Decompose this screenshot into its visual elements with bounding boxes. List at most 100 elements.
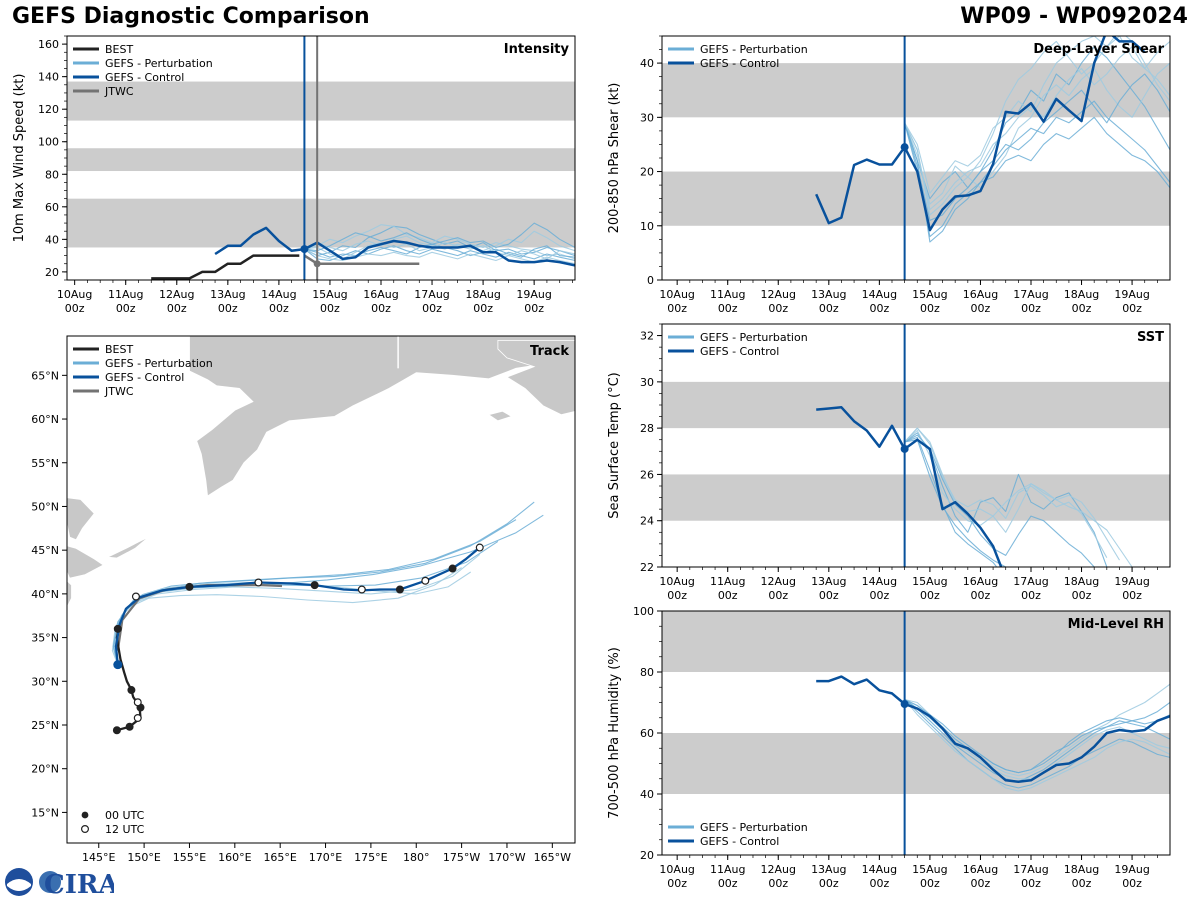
track-lon-label: 175°W xyxy=(443,851,480,864)
panel-track: 15°N 20°N 25°N 30°N 35°N 40°N 45°N 50°N 55°N 60°N… xyxy=(31,335,576,864)
sst-shaded-band xyxy=(662,474,1170,521)
rh-y-tick-label: 20 xyxy=(640,849,654,862)
sst-legend-label-perturbation: GEFS - Perturbation xyxy=(700,331,808,344)
intensity-plot-area xyxy=(67,81,575,280)
rh-panel-title: Mid-Level RH xyxy=(1068,617,1164,632)
rh-x-tick-date: 13Aug xyxy=(811,863,846,876)
intensity-y-tick-label: 140 xyxy=(38,71,59,84)
sst-x-tick-hour: 00z xyxy=(667,589,687,602)
track-map-area xyxy=(67,336,575,735)
sst-perturbation-line xyxy=(904,427,1120,561)
track-lat-label: 65°N xyxy=(31,369,59,382)
rh-x-tick-hour: 00z xyxy=(971,877,991,890)
track-lon-label: 150°E xyxy=(127,851,160,864)
track-perturbation-line xyxy=(114,501,535,665)
intensity-x-tick-date: 15Aug xyxy=(312,288,347,301)
storm-id-title: WP09 - WP092024 xyxy=(960,4,1188,29)
intensity-x-tick-date: 19Aug xyxy=(516,288,551,301)
intensity-legend-label-best: BEST xyxy=(105,43,133,56)
shear-x-tick-hour: 00z xyxy=(971,302,991,315)
rh-perturbation-line xyxy=(904,699,1170,792)
track-control-00utc-point xyxy=(310,581,319,590)
sst-x-tick-hour: 00z xyxy=(1021,589,1041,602)
intensity-control-line xyxy=(214,226,575,267)
shear-x-tick-date: 16Aug xyxy=(963,288,998,301)
sst-x-tick-hour: 00z xyxy=(1122,589,1142,602)
track-best-00utc-point xyxy=(112,726,121,735)
rh-x-tick-date: 15Aug xyxy=(912,863,947,876)
panel-sst: 22242628303210Aug00z11Aug00z12Aug00z13Au… xyxy=(607,323,1171,602)
shear-x-tick-date: 12Aug xyxy=(761,288,796,301)
track-legend-label-perturbation: GEFS - Perturbation xyxy=(105,357,213,370)
shear-panel-title: Deep-Layer Shear xyxy=(1033,42,1164,57)
shear-legend-label-perturbation: GEFS - Perturbation xyxy=(700,43,808,56)
sst-y-tick-label: 22 xyxy=(640,561,654,574)
sst-x-tick-date: 14Aug xyxy=(862,575,897,588)
sst-shaded-band xyxy=(662,381,1170,429)
sst-legend-label-control: GEFS - Control xyxy=(700,345,779,358)
rh-control-line xyxy=(816,675,1170,784)
track-control-12utc-point xyxy=(357,585,366,594)
rh-perturbation-line xyxy=(904,699,1170,774)
shear-y-tick-label: 40 xyxy=(640,57,654,70)
shear-plot-area xyxy=(662,36,1170,243)
track-lat-label: 45°N xyxy=(31,544,59,557)
cira-globe-icon xyxy=(39,871,61,893)
rh-x-tick-hour: 00z xyxy=(1021,877,1041,890)
track-lon-label: 165°W xyxy=(534,851,571,864)
shear-x-tick-date: 17Aug xyxy=(1013,288,1048,301)
shear-y-tick-label: 30 xyxy=(640,111,654,124)
intensity-perturbation-line xyxy=(304,243,575,258)
sst-x-tick-date: 19Aug xyxy=(1114,575,1149,588)
track-lon-label: 165°E xyxy=(263,851,296,864)
shear-y-tick-label: 20 xyxy=(640,166,654,179)
intensity-perturbation-line xyxy=(304,224,575,260)
shear-x-tick-date: 15Aug xyxy=(912,288,947,301)
shear-perturbation-line xyxy=(904,73,1170,221)
sst-perturbation-line xyxy=(904,434,1095,567)
track-lat-label: 50°N xyxy=(31,500,59,513)
sst-control-line xyxy=(816,406,1003,567)
intensity-x-tick-hour: 00z xyxy=(422,302,442,315)
shear-x-tick-hour: 00z xyxy=(718,302,738,315)
intensity-x-tick-date: 11Aug xyxy=(108,288,143,301)
track-best-12utc-point xyxy=(133,713,142,722)
sst-x-tick-date: 17Aug xyxy=(1013,575,1048,588)
land-st-matthew xyxy=(487,410,513,422)
noaa-gull-shape xyxy=(7,879,31,891)
track-lon-label: 170°E xyxy=(309,851,342,864)
sst-perturbation-line xyxy=(904,436,998,567)
sst-perturbation-line xyxy=(904,429,1133,567)
intensity-legend-label-control: GEFS - Control xyxy=(105,71,184,84)
shear-x-tick-date: 13Aug xyxy=(811,288,846,301)
intensity-perturbation-line xyxy=(304,222,575,252)
track-perturbation-line xyxy=(112,514,544,665)
sst-x-tick-hour: 00z xyxy=(920,589,940,602)
intensity-panel-title: Intensity xyxy=(504,42,570,57)
sst-y-axis-label: Sea Surface Temp (°C) xyxy=(607,372,622,519)
intensity-x-tick-hour: 00z xyxy=(65,302,85,315)
rh-x-tick-date: 16Aug xyxy=(963,863,998,876)
sst-x-tick-date: 12Aug xyxy=(761,575,796,588)
sst-x-tick-hour: 00z xyxy=(869,589,889,602)
sst-y-tick-label: 32 xyxy=(640,330,654,343)
rh-legend-label-perturbation: GEFS - Perturbation xyxy=(700,821,808,834)
track-lon-label: 170°W xyxy=(488,851,525,864)
track-control-12utc-point xyxy=(475,543,484,552)
sst-x-tick-date: 18Aug xyxy=(1064,575,1099,588)
intensity-x-tick-hour: 00z xyxy=(116,302,136,315)
track-best-00utc-point xyxy=(125,722,134,731)
shear-x-tick-hour: 00z xyxy=(768,302,788,315)
shear-legend-label-control: GEFS - Control xyxy=(700,57,779,70)
intensity-shaded-band xyxy=(67,81,575,121)
sst-x-tick-date: 11Aug xyxy=(710,575,745,588)
rh-x-tick-hour: 00z xyxy=(869,877,889,890)
intensity-x-tick-hour: 00z xyxy=(524,302,544,315)
shear-perturbation-line xyxy=(904,116,1170,243)
track-perturbation-line xyxy=(112,554,481,665)
track-legend-00utc-label: 00 UTC xyxy=(105,809,145,822)
track-lat-label: 40°N xyxy=(31,588,59,601)
intensity-perturbation-line xyxy=(304,242,575,260)
shear-y-axis-label: 200-850 hPa Shear (kt) xyxy=(607,83,622,234)
track-lat-label: 15°N xyxy=(31,806,59,819)
